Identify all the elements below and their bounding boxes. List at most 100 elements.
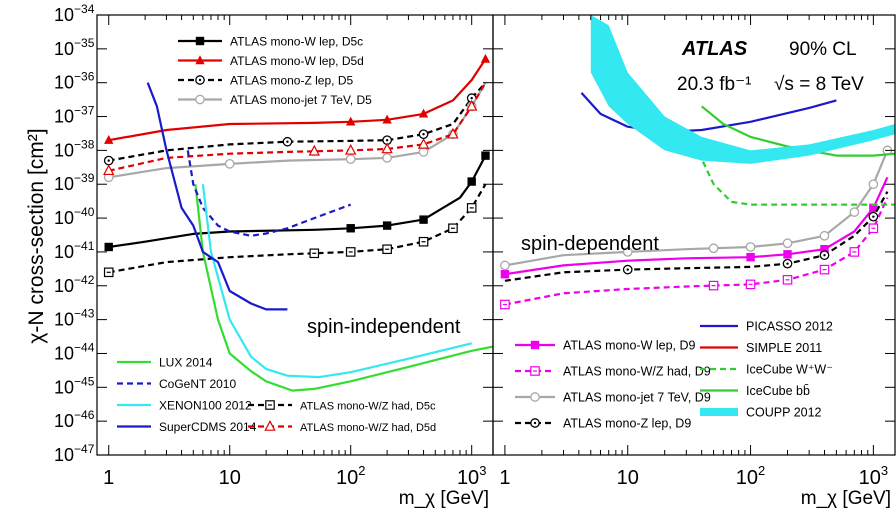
x-tick-label: 102 bbox=[336, 463, 365, 489]
series-point-atlas-mono-jet-7-tev-d9 bbox=[782, 238, 793, 249]
series-point-atlas-mono-jet-7-tev-d9 bbox=[745, 242, 756, 252]
legend-marker bbox=[265, 400, 275, 410]
legend-label: ATLAS mono-W/Z had, D5d bbox=[300, 422, 436, 434]
series-point-atlas-mono-w-z-had-d9 bbox=[782, 275, 793, 285]
y-tick-label: 10−35 bbox=[54, 36, 95, 59]
series-point-atlas-mono-w-z-had-d9 bbox=[868, 223, 879, 234]
series-point-atlas-mono-w-lep-d9 bbox=[869, 203, 878, 213]
y-tick-label: 10−38 bbox=[54, 137, 95, 160]
series-point-atlas-mono-z-lep-d9 bbox=[622, 264, 633, 275]
legend-label: SuperCDMS 2014 bbox=[159, 420, 257, 434]
legend-entry-atlas-mono-w-z-had-d5d: ATLAS mono-W/Z had, D5d bbox=[248, 420, 436, 434]
legend-label: ATLAS mono-Z lep, D9 bbox=[563, 417, 691, 431]
legend-label: COUPP 2012 bbox=[746, 406, 822, 420]
series-line-atlas-mono-w-z-had-d5c bbox=[108, 183, 487, 274]
series-point-atlas-mono-z-lep-d9 bbox=[819, 250, 830, 261]
cl-label: 90% CL bbox=[789, 39, 857, 60]
series-point-atlas-mono-w-lep-d5c bbox=[481, 151, 490, 160]
series-point-atlas-mono-z-lep-d5 bbox=[382, 135, 392, 146]
legend-entry-lux-2014: LUX 2014 bbox=[117, 356, 213, 370]
legend-label: ATLAS mono-jet 7 TeV, D5 bbox=[230, 93, 372, 107]
series-point-atlas-mono-jet-7-tev-d9 bbox=[819, 230, 830, 241]
x-tick-label: 103 bbox=[859, 463, 888, 489]
legend-marker bbox=[195, 75, 205, 85]
series-point-atlas-mono-jet-7-tev-d9 bbox=[708, 243, 719, 254]
legend-entry-icecube-w-w: IceCube W⁺W⁻ bbox=[700, 363, 833, 377]
series-point-atlas-mono-z-lep-d9 bbox=[868, 211, 879, 222]
labels-layer: spin-independent spin-dependent ATLAS 90% C… bbox=[307, 38, 864, 338]
legend-label: IceCube W⁺W⁻ bbox=[746, 363, 833, 377]
series-point-atlas-mono-w-lep-d9 bbox=[746, 252, 755, 262]
series-line-atlas-mono-z-lep-d9 bbox=[504, 191, 889, 282]
series-point-atlas-mono-w-z-had-d5d bbox=[381, 142, 393, 154]
series-point-atlas-mono-w-lep-d5c bbox=[104, 242, 113, 252]
series-point-atlas-mono-w-z-had-d9 bbox=[708, 280, 719, 291]
legend-label: IceCube bb̄ bbox=[746, 384, 810, 398]
series-point-atlas-mono-w-z-had-d5c bbox=[382, 244, 392, 255]
series-point-atlas-mono-z-lep-d5 bbox=[103, 155, 114, 166]
series-point-atlas-mono-w-lep-d5c bbox=[467, 177, 476, 186]
y-tick-label: 10−36 bbox=[54, 70, 95, 93]
series-line-lux-2014 bbox=[194, 184, 493, 392]
series-point-atlas-mono-jet-7-tev-d9 bbox=[622, 247, 633, 257]
legend-entry-xenon100-2012: XENON100 2012 bbox=[117, 399, 252, 413]
series-point-atlas-mono-w-lep-d5d bbox=[346, 116, 356, 126]
x-tick-label: 102 bbox=[736, 463, 765, 489]
legend-entry-icecube-bb: IceCube bb̄ bbox=[700, 384, 810, 398]
legends-layer: ATLAS mono-W lep, D5c ATLAS mono-W lep, D… bbox=[117, 35, 833, 434]
y-tick-label: 10−41 bbox=[54, 239, 95, 262]
legend-label: LUX 2014 bbox=[159, 356, 213, 370]
series-point-atlas-mono-w-lep-d5d bbox=[382, 114, 392, 124]
series-point-atlas-mono-w-z-had-d5d bbox=[465, 99, 478, 111]
legend-label: SIMPLE 2011 bbox=[746, 341, 822, 355]
series-point-atlas-mono-w-z-had-d5c bbox=[466, 203, 477, 213]
x-tick-label: 10 bbox=[617, 467, 639, 489]
series-point-atlas-mono-jet-7-tev-d9 bbox=[500, 260, 510, 271]
y-tick-label: 10−47 bbox=[54, 442, 95, 465]
legend-marker bbox=[195, 55, 205, 65]
legend-swatch bbox=[700, 408, 738, 416]
series-point-atlas-mono-w-z-had-d5d bbox=[447, 127, 459, 139]
series-point-atlas-mono-jet-7-tev-d5 bbox=[418, 147, 429, 157]
plot-area bbox=[500, 15, 895, 310]
series-line-supercdms-2014 bbox=[146, 82, 288, 311]
series-point-atlas-mono-w-z-had-d9 bbox=[745, 279, 756, 290]
series-line-atlas-mono-z-lep-d5 bbox=[108, 81, 487, 162]
series-point-atlas-mono-w-z-had-d5c bbox=[448, 223, 458, 234]
plot-frame-right bbox=[492, 14, 896, 456]
series-line-atlas-mono-w-z-had-d5d bbox=[108, 82, 487, 172]
y-tick-label: 10−39 bbox=[54, 171, 95, 194]
legend-entry-atlas-mono-w-lep-d9: ATLAS mono-W lep, D9 bbox=[515, 339, 696, 353]
x-tick-label: 1 bbox=[103, 467, 114, 489]
series-point-atlas-mono-jet-7-tev-d9 bbox=[868, 179, 879, 190]
legend-entry-supercdms-2014: SuperCDMS 2014 bbox=[117, 420, 257, 434]
series-point-atlas-mono-z-lep-d9 bbox=[782, 258, 793, 269]
series-point-atlas-mono-w-lep-d5c bbox=[419, 215, 428, 224]
series-point-atlas-mono-w-lep-d5c bbox=[382, 221, 392, 230]
series-point-atlas-mono-w-z-had-d5c bbox=[345, 247, 356, 257]
legend-marker bbox=[264, 420, 276, 431]
series-point-atlas-mono-jet-7-tev-d9 bbox=[849, 207, 860, 217]
legend-marker bbox=[195, 36, 205, 46]
region-label-spin-dependent: spin-dependent bbox=[521, 233, 659, 255]
series-point-atlas-mono-w-lep-d5d bbox=[480, 53, 491, 63]
series-line-atlas-mono-w-lep-d9 bbox=[504, 176, 889, 276]
series-point-atlas-mono-w-z-had-d5d bbox=[417, 137, 430, 149]
legend-entry-picasso-2012: PICASSO 2012 bbox=[700, 320, 833, 334]
y-tick-label: 10−42 bbox=[54, 273, 95, 296]
series-point-atlas-mono-w-lep-d9 bbox=[783, 250, 792, 259]
legend-entry-simple-2011: SIMPLE 2011 bbox=[700, 341, 822, 355]
legend-marker bbox=[195, 94, 205, 105]
y-axis-title: χ-N cross-section [cm²] bbox=[25, 128, 48, 343]
x-axis-title: m_χ [GeV] bbox=[399, 488, 489, 508]
series-point-atlas-mono-w-lep-d9 bbox=[500, 269, 510, 279]
series-point-atlas-mono-w-lep-d5d bbox=[104, 134, 114, 144]
legend-label: XENON100 2012 bbox=[159, 399, 252, 413]
series-line-xenon100-2012 bbox=[201, 184, 472, 379]
series-point-atlas-mono-w-z-had-d9 bbox=[500, 299, 510, 310]
series-point-atlas-mono-w-z-had-d5d bbox=[308, 144, 320, 156]
legend-entry-atlas-mono-z-lep-d9: ATLAS mono-Z lep, D9 bbox=[515, 417, 691, 431]
legend-entry-atlas-mono-jet-7-tev-d5: ATLAS mono-jet 7 TeV, D5 bbox=[178, 93, 372, 107]
